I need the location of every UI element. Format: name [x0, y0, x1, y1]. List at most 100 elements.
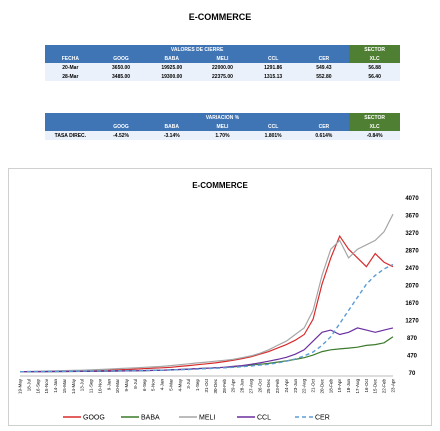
- sector-header: SECTOR: [349, 113, 400, 122]
- x-tick-label: 3-Jul: [186, 379, 191, 389]
- x-tick-label: 9-Jan: [106, 379, 111, 391]
- y-tick-label: 2870: [405, 249, 419, 255]
- series-line: [19, 213, 394, 373]
- x-tick-label: 22-Feb: [382, 379, 387, 394]
- y-tick-label: 1670: [405, 301, 419, 307]
- series-line: [19, 263, 394, 373]
- x-tick-label: 15-Mar: [62, 379, 67, 394]
- column-header: MELI: [197, 54, 248, 63]
- header-blank: [45, 113, 96, 131]
- x-tick-label: 11-Sep: [89, 379, 94, 394]
- x-tick-label: 15-Dec: [373, 378, 378, 393]
- column-header: BABA: [146, 122, 198, 131]
- legend-label: CER: [315, 415, 330, 422]
- x-tick-label: 29-Apr: [231, 379, 236, 393]
- table-cell: 552.80: [298, 72, 350, 81]
- column-header: CER: [298, 54, 350, 63]
- change-table: VARIACION % SECTOR GOOG BABA MELI CCL CER XLC TA…: [45, 113, 400, 140]
- table-cell: 19925.00: [146, 63, 198, 72]
- x-tick-label: 20-Dec: [319, 378, 324, 393]
- table-cell: 3485.00: [95, 72, 147, 81]
- table-cell: TASA DIREC.: [45, 131, 96, 140]
- table-cell: 549.43: [298, 63, 350, 72]
- y-tick-label: 870: [407, 336, 418, 342]
- column-header: GOOG: [95, 122, 147, 131]
- legend-label: MELI: [199, 415, 215, 422]
- table-cell: 1315.13: [247, 72, 299, 81]
- x-tick-label: 25-Dec: [266, 378, 271, 393]
- x-tick-label: 30-Dec: [213, 378, 218, 393]
- y-tick-label: 1270: [405, 319, 419, 325]
- legend-label: BABA: [141, 415, 160, 422]
- table-row: 20-Mar 3650.00 19925.00 22000.00 1291.86 549.…: [45, 63, 400, 72]
- table-cell: 28-Mar: [45, 72, 96, 81]
- column-header: XLC: [349, 54, 400, 63]
- x-tick-label: 27-Aug: [248, 379, 253, 394]
- x-tick-label: 22-Aug: [302, 379, 307, 394]
- column-header: FECHA: [45, 54, 96, 63]
- table-cell: 0.614%: [298, 131, 350, 140]
- y-tick-label: 70: [409, 371, 416, 377]
- table-row: VARIACION % SECTOR: [45, 113, 400, 131]
- x-tick-label: 4-May: [177, 378, 182, 391]
- table-row: VALORES DE CIERRE SECTOR: [45, 45, 400, 54]
- x-tick-label: 28-Jun: [240, 379, 245, 393]
- table-row: FECHA GOOG BABA MELI CCL CER XLC: [45, 54, 400, 63]
- table-row: TASA DIREC. -4.52% -3.14% 1.70% 1.801% 0.614%…: [45, 131, 400, 140]
- legend-label: CCL: [257, 415, 271, 422]
- x-tick-label: 16-Sep: [35, 379, 40, 394]
- x-tick-label: 26-Oct: [257, 378, 262, 392]
- page-title: E-COMMERCE: [188, 12, 252, 22]
- y-tick-label: 3670: [405, 214, 419, 220]
- x-tick-label: 14-Jan: [53, 379, 58, 393]
- column-header: BABA: [146, 54, 198, 63]
- table-row: GOOG BABA MELI CCL CER XLC: [45, 122, 400, 131]
- sector-header: SECTOR: [349, 45, 400, 54]
- x-tick-label: 18-Jul: [26, 379, 31, 391]
- x-tick-label: 6-Sep: [142, 379, 147, 392]
- column-header: GOOG: [95, 54, 147, 63]
- x-tick-label: 28-Feb: [222, 379, 227, 394]
- x-tick-label: 31-Oct: [204, 378, 209, 392]
- column-header: CCL: [247, 54, 299, 63]
- y-tick-label: 4070: [405, 196, 419, 202]
- x-tick-label: 5-Nov: [151, 378, 156, 391]
- prices-table: VALORES DE CIERRE SECTOR FECHA GOOG BABA MELI…: [45, 45, 400, 81]
- x-tick-label: 4-Jan: [160, 379, 165, 391]
- x-tick-label: 13-Jul: [80, 379, 85, 391]
- table-cell: 19300.00: [146, 72, 198, 81]
- x-tick-label: 1-Sep: [195, 379, 200, 392]
- x-tick-label: 19-May: [18, 378, 23, 394]
- x-tick-label: 23-Feb: [275, 379, 280, 394]
- column-header: XLC: [349, 122, 400, 131]
- x-tick-label: 24-Apr: [284, 379, 289, 393]
- x-tick-label: 23-Jun: [293, 379, 298, 393]
- table-cell: 1291.86: [247, 63, 299, 72]
- column-header: MELI: [197, 122, 248, 131]
- y-tick-label: 3270: [405, 231, 419, 237]
- table-cell: 1.801%: [247, 131, 299, 140]
- table-cell: 22375.00: [197, 72, 248, 81]
- group-header: VARIACION %: [95, 113, 350, 122]
- y-tick-label: 2070: [405, 284, 419, 290]
- y-tick-label: 470: [407, 354, 418, 360]
- x-tick-label: 17-Aug: [355, 379, 360, 394]
- y-tick-label: 2470: [405, 266, 419, 272]
- table-cell: 22000.00: [197, 63, 248, 72]
- chart-frame: [8, 168, 432, 426]
- table-cell: -3.14%: [146, 131, 198, 140]
- table-cell: 56.40: [349, 72, 400, 81]
- chart-title: E-COMMERCE: [192, 181, 248, 190]
- table-cell: -0.84%: [349, 131, 400, 140]
- x-tick-label: 18-Jun: [346, 379, 351, 393]
- x-tick-label: 8-Jul: [133, 379, 138, 389]
- group-header: VALORES DE CIERRE: [45, 45, 350, 54]
- x-tick-label: 19-Apr: [337, 379, 342, 393]
- table-cell: 1.70%: [197, 131, 248, 140]
- x-tick-label: 10-Mar: [115, 379, 120, 394]
- table-row: 28-Mar 3485.00 19300.00 22375.00 1315.13 552.…: [45, 72, 400, 81]
- legend-label: GOOG: [83, 415, 105, 422]
- x-tick-label: 15-Nov: [44, 378, 49, 393]
- series-line: [19, 327, 394, 373]
